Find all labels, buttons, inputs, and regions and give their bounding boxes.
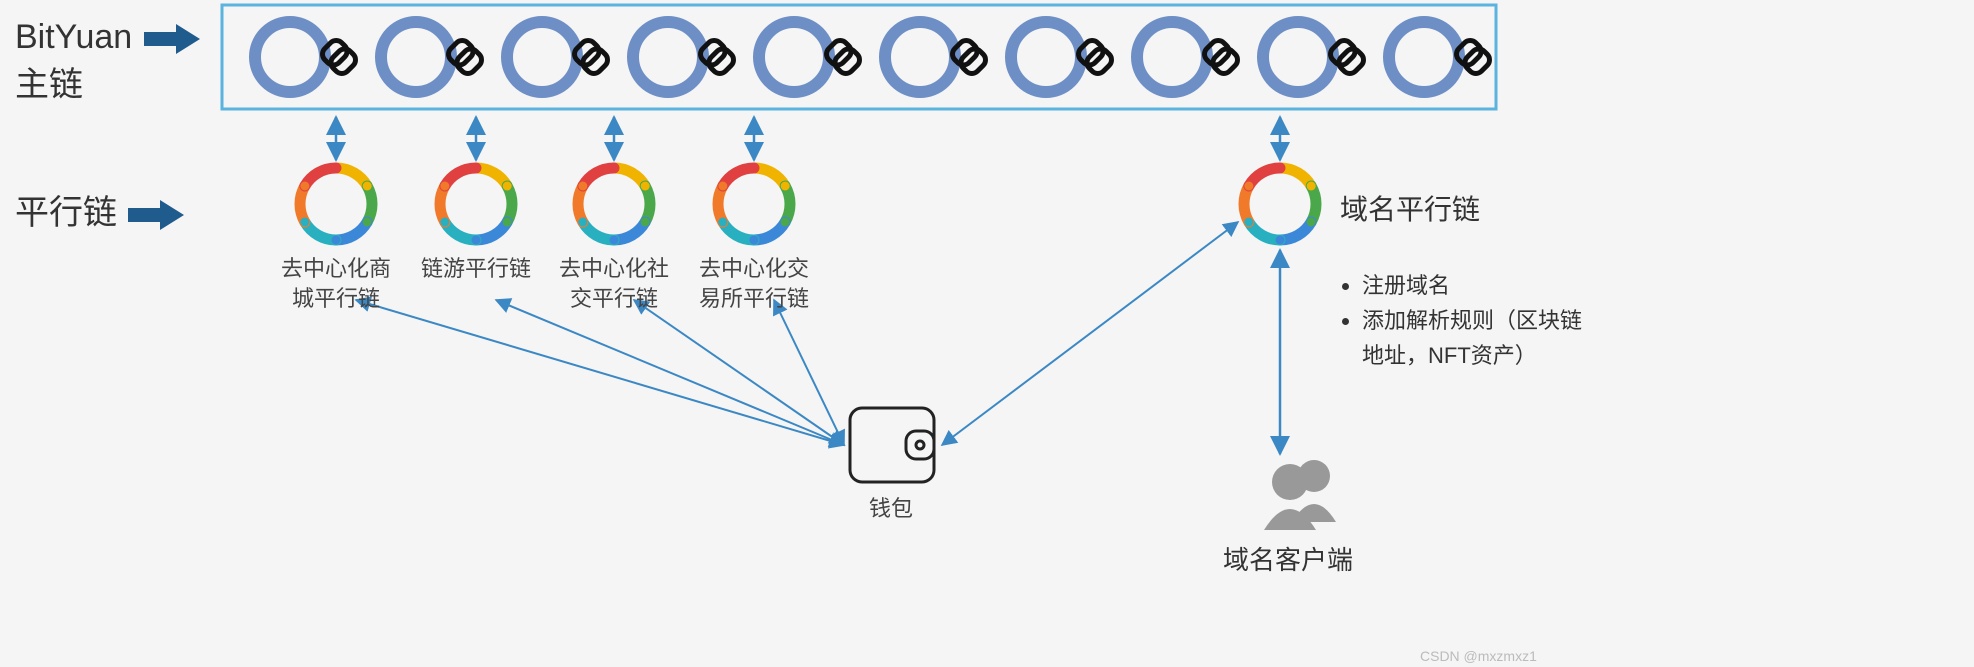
watermark: CSDN @mxzmxz1 <box>1420 648 1537 664</box>
parachain-label: 链游平行链 <box>406 254 546 284</box>
domain-chain-bullets: 注册域名 添加解析规则（区块链地址，NFT资产） <box>1340 268 1600 374</box>
parallel-title: 平行链 <box>15 185 186 234</box>
wallet-label: 钱包 <box>856 494 926 524</box>
bullet-item: 添加解析规则（区块链地址，NFT资产） <box>1362 303 1600 373</box>
bityuan-title-line1: BitYuan <box>15 18 132 56</box>
parachain-label: 去中心化商城平行链 <box>266 254 406 313</box>
diagram-canvas <box>0 0 1974 667</box>
domain-chain-label: 域名平行链 <box>1340 188 1480 228</box>
domain-client-label: 域名客户端 <box>1208 540 1368 577</box>
parachain-label: 去中心化社交平行链 <box>544 254 684 313</box>
parachain-label: 去中心化交易所平行链 <box>684 254 824 313</box>
bullet-item: 注册域名 <box>1362 268 1600 303</box>
arrow-icon <box>142 22 202 56</box>
arrow-icon <box>126 198 186 232</box>
bityuan-title: BitYuan 主链 <box>15 18 202 106</box>
bityuan-title-line2: 主链 <box>15 66 83 104</box>
parallel-title-text: 平行链 <box>15 194 117 232</box>
